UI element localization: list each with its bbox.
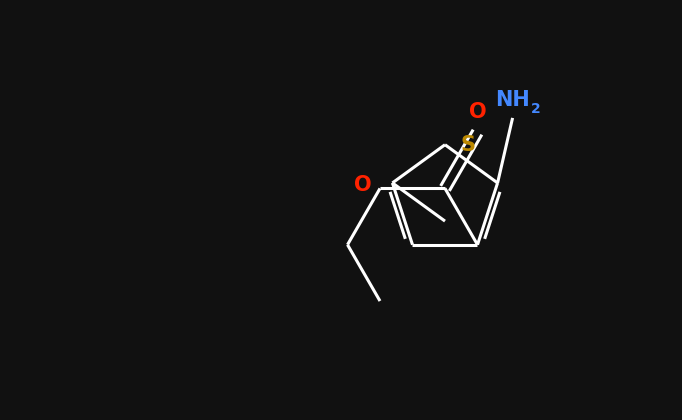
Text: NH: NH (495, 90, 530, 110)
Text: O: O (355, 176, 372, 195)
Text: O: O (469, 102, 486, 122)
Text: 2: 2 (531, 102, 540, 116)
Text: S: S (461, 135, 476, 155)
